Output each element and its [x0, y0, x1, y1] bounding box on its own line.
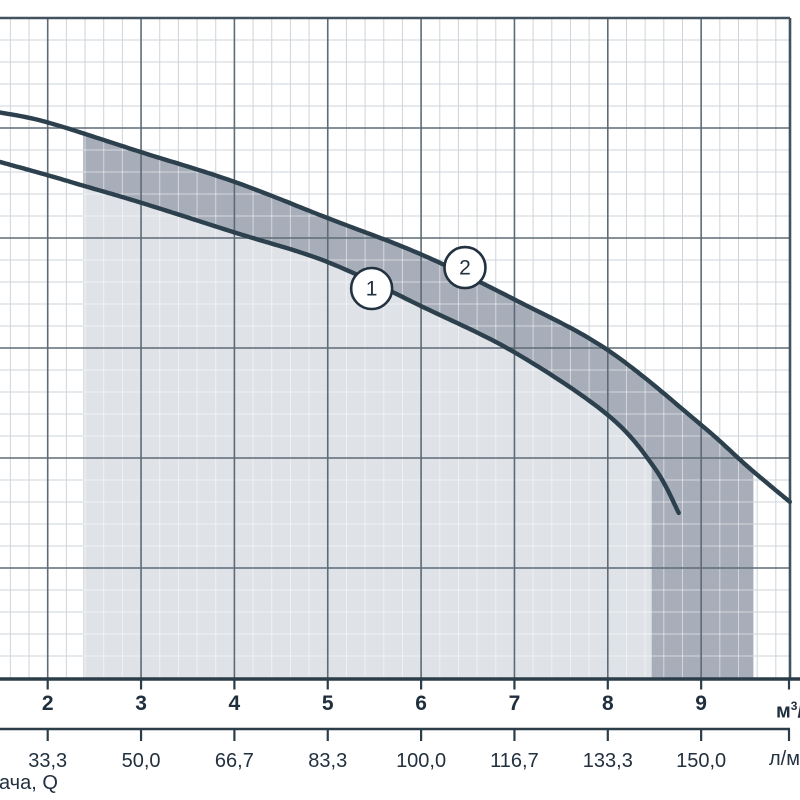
x-axis-unit-lmin: л/м — [769, 748, 800, 770]
x-axis-unit-m3h: м3/ — [776, 699, 800, 723]
region-operating-range-curve-1 — [83, 185, 652, 679]
x-tick-label-2: 2 — [42, 692, 54, 715]
curve-2-path — [0, 110, 792, 505]
x-tick-label-lmin-8: 150,0 — [676, 750, 726, 772]
x-tick-label-lmin-4: 83,3 — [308, 750, 347, 772]
x-tick-label-lmin-1: 33,3 — [28, 750, 67, 772]
x-axis-title-flow-q: ача, Q — [0, 772, 58, 794]
curve-2-marker — [443, 245, 487, 290]
x-tick-label-9: 9 — [695, 692, 707, 715]
x-tick-label-3: 3 — [135, 692, 147, 715]
x-tick-label-lmin-5: 100,0 — [396, 750, 446, 772]
x-axis-secondary-ticks — [46, 729, 791, 741]
x-tick-label-lmin-7: 133,3 — [583, 750, 633, 772]
x-tick-label-4: 4 — [229, 692, 241, 715]
x-tick-label-8: 8 — [602, 692, 614, 715]
x-tick-label-5: 5 — [322, 692, 334, 715]
x-tick-label-7: 7 — [509, 692, 521, 715]
curve-1-path — [0, 159, 681, 516]
x-axis-primary-ticks — [46, 679, 791, 690]
x-tick-label-lmin-3: 66,7 — [215, 750, 254, 772]
x-tick-label-lmin-6: 116,7 — [490, 750, 539, 772]
curve-2-marker-label: 2 — [459, 257, 471, 280]
curve-1-marker-label: 1 — [366, 278, 378, 301]
curve-1-marker — [349, 266, 394, 311]
x-tick-label-6: 6 — [415, 692, 427, 715]
x-tick-label-lmin-2: 50,0 — [122, 750, 161, 772]
